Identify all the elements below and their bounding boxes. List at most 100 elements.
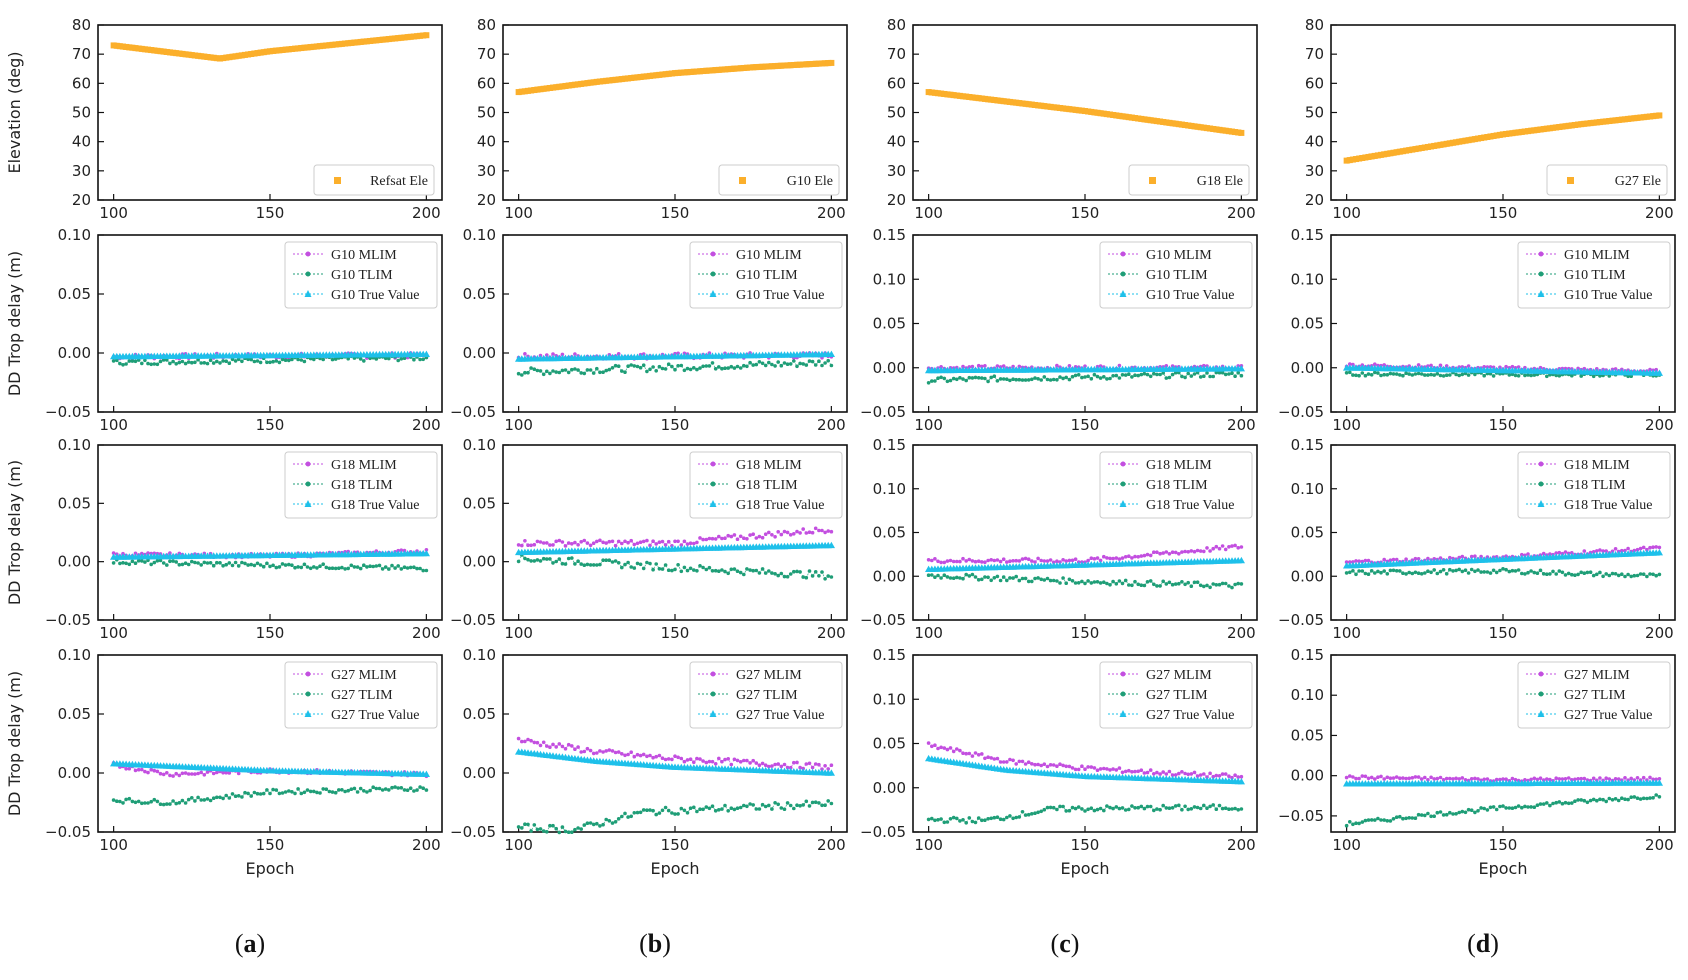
dot-marker xyxy=(976,559,981,563)
square-marker xyxy=(276,47,283,54)
square-marker xyxy=(725,66,732,73)
square-marker xyxy=(709,67,716,74)
dot-marker xyxy=(792,532,796,536)
dot-marker xyxy=(1048,378,1053,382)
dot-marker xyxy=(1020,557,1025,561)
dot-marker xyxy=(804,799,809,804)
dot-marker xyxy=(695,540,699,545)
dot-marker xyxy=(168,559,172,564)
dot-marker xyxy=(1111,806,1115,811)
square-marker xyxy=(740,64,747,71)
square-marker xyxy=(129,44,136,51)
square-marker xyxy=(1575,121,1582,128)
square-marker xyxy=(975,95,982,102)
dot-marker xyxy=(1083,375,1087,379)
caption-open-paren: ( xyxy=(639,929,648,958)
dot-marker xyxy=(1604,549,1608,553)
dot-marker xyxy=(1177,771,1181,776)
square-marker xyxy=(1006,98,1013,105)
dot-marker xyxy=(383,356,388,361)
dot-marker xyxy=(1541,572,1546,576)
dot-marker xyxy=(1145,552,1150,557)
dot-marker xyxy=(945,575,950,579)
dot-marker xyxy=(415,788,419,792)
dot-marker xyxy=(663,757,668,762)
legend-marker xyxy=(1538,671,1544,677)
x-tick-label: 100 xyxy=(99,624,128,642)
dot-marker xyxy=(1366,776,1371,781)
dot-marker xyxy=(1526,552,1530,556)
dot-marker xyxy=(1482,806,1486,811)
dot-marker xyxy=(704,805,709,809)
dot-marker xyxy=(710,361,715,365)
series-g18-ele xyxy=(925,89,1245,136)
dot-marker xyxy=(1217,774,1222,778)
square-marker xyxy=(282,46,289,53)
dot-marker xyxy=(180,771,185,776)
dot-marker xyxy=(516,736,521,741)
square-marker xyxy=(110,42,117,49)
dot-marker xyxy=(532,740,537,745)
dot-marker xyxy=(1557,800,1562,804)
dot-marker xyxy=(1095,374,1100,379)
square-marker xyxy=(825,60,832,67)
dot-marker xyxy=(1117,579,1122,583)
dot-marker xyxy=(205,797,210,801)
dot-marker xyxy=(626,815,630,819)
dot-marker xyxy=(591,371,596,375)
square-marker xyxy=(969,94,976,101)
dot-marker xyxy=(1136,555,1140,559)
dot-marker xyxy=(545,744,549,748)
square-marker xyxy=(195,52,202,59)
dot-marker xyxy=(704,760,709,765)
square-marker xyxy=(1584,120,1591,127)
dot-marker xyxy=(1023,378,1028,382)
dot-marker xyxy=(1089,556,1094,560)
dot-marker xyxy=(236,794,241,798)
dot-marker xyxy=(1538,802,1543,806)
square-marker xyxy=(1456,138,1463,145)
square-marker xyxy=(1050,104,1057,111)
dot-marker xyxy=(1416,571,1421,575)
dot-marker xyxy=(738,760,743,764)
dot-marker xyxy=(1523,804,1527,809)
dot-marker xyxy=(645,538,649,543)
dot-marker xyxy=(585,368,590,372)
dot-marker xyxy=(1098,581,1103,585)
dot-marker xyxy=(1473,569,1477,574)
dot-marker xyxy=(1223,806,1228,810)
dot-marker xyxy=(265,360,269,365)
dot-marker xyxy=(1451,812,1455,816)
dot-marker xyxy=(1598,776,1602,780)
square-marker xyxy=(1053,104,1060,111)
legend-box xyxy=(1517,661,1671,729)
dot-marker xyxy=(1058,762,1062,766)
square-marker xyxy=(985,96,992,103)
square-marker xyxy=(1210,125,1217,132)
dot-marker xyxy=(1454,568,1458,573)
dot-marker xyxy=(757,534,762,539)
dot-marker xyxy=(293,565,297,570)
dot-marker xyxy=(1460,554,1465,559)
dot-marker xyxy=(732,567,737,571)
y-tick-label: 0.00 xyxy=(463,553,496,571)
dot-marker xyxy=(1039,577,1043,582)
dot-marker xyxy=(1348,370,1352,375)
dot-marker xyxy=(1148,374,1153,379)
x-tick-label: 200 xyxy=(817,416,846,434)
dot-marker xyxy=(418,566,422,571)
square-marker xyxy=(556,83,563,90)
square-marker xyxy=(1387,150,1394,157)
dot-marker xyxy=(1089,581,1094,585)
dot-marker xyxy=(601,540,605,545)
x-tick-label: 200 xyxy=(817,204,846,222)
dot-marker xyxy=(1416,557,1421,561)
dot-marker xyxy=(399,567,404,571)
dot-marker xyxy=(1398,373,1402,377)
legend-label: G10 TLIM xyxy=(331,268,393,283)
dot-marker xyxy=(1008,378,1012,383)
dot-marker xyxy=(1117,557,1122,561)
dot-marker xyxy=(1180,807,1184,812)
dot-marker xyxy=(673,812,677,816)
dot-marker xyxy=(1120,806,1125,810)
